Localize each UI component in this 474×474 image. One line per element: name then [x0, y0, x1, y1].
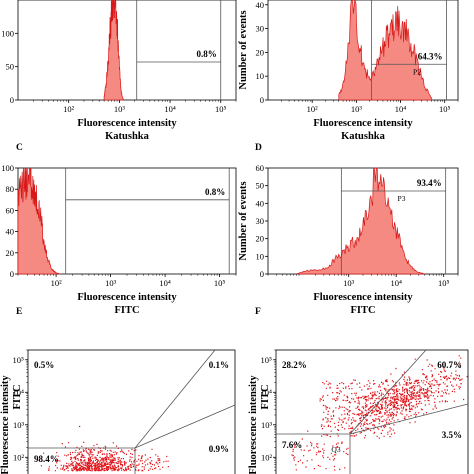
gate-percent-label: 0.8%	[205, 187, 225, 197]
quadrant-percent-lower-right: 0.9%	[209, 444, 229, 454]
x-tick-label: 10²	[63, 104, 75, 114]
plot-frame	[17, 0, 237, 101]
gate-percent-label: 0.8%	[196, 49, 216, 59]
y-tick-label: 20	[256, 234, 265, 244]
y-tick-label: 0	[260, 95, 264, 105]
y-axis-title: Fluorescence intensity	[248, 375, 259, 474]
y-tick-label: 50	[6, 62, 15, 72]
y-axis-title: Number of events	[238, 10, 249, 89]
x-axis-title: Fluorescence intensity	[77, 292, 177, 303]
histogram-panel-c: 0.8% 0 20 40 60 80 100 10² 10³ 10⁴ 10⁵ Fluorescence…	[1, 143, 237, 316]
histogram-panel-d: 93.4% P3 0 10 20 30 40 50 60 10³ 10⁴ 10⁵ Fluorescenc…	[238, 143, 459, 316]
histogram-series	[296, 167, 425, 275]
y-tick-label: 20	[256, 47, 265, 57]
y-tick-label: 80	[6, 184, 15, 194]
x-tick-label: 10⁴	[390, 278, 402, 288]
x-tick-label: 10²	[307, 104, 319, 114]
y-tick-label: 10	[256, 251, 265, 261]
gate-name-label: P3	[398, 194, 406, 203]
y-tick-label: 40	[256, 198, 265, 208]
y-tick-label: 60	[6, 205, 15, 215]
x-axis-title: Fluorescence intensity	[77, 118, 177, 129]
x-tick-label: 10⁵	[439, 104, 451, 114]
y-tick-label: 10	[256, 71, 265, 81]
x-axis-title: Fluorescence intensity	[313, 118, 413, 129]
y-tick-label: 10²	[261, 452, 273, 462]
x-tick-label: 10⁴	[159, 278, 171, 288]
quadrant-percent-lower-right: 3.5%	[442, 430, 462, 440]
panel-letter-d: D	[255, 143, 262, 153]
panel-letter-e: E	[16, 307, 22, 317]
panel-letter-f: F	[255, 307, 261, 317]
y-tick-label: 10³	[261, 420, 273, 430]
y-tick-label: 10²	[13, 452, 25, 462]
event-dots	[291, 355, 468, 471]
x-tick-label: 10⁴	[395, 104, 407, 114]
x-axis-subtitle: Katushka	[341, 131, 386, 142]
quadrant-percent-upper-right: 0.1%	[209, 360, 229, 370]
y-tick-label: 0	[10, 269, 14, 279]
histogram-series	[103, 0, 124, 101]
histogram-panel-b: 64.3% P2 0 10 20 30 40 10² 10³ 10⁴ 10⁵ Fluorescence…	[238, 0, 459, 142]
quadrant-diagonal-lower	[349, 403, 469, 435]
y-tick-label: 10⁵	[261, 355, 273, 365]
gate-name-label: P2	[413, 67, 421, 76]
histogram-series	[338, 0, 432, 101]
quadrant-diagonal-upper	[349, 349, 427, 435]
y-tick-label: 10³	[13, 420, 25, 430]
y-tick-label: 0	[260, 269, 264, 279]
plot-frame	[27, 349, 236, 474]
quadrant-name-label: Q3	[331, 445, 340, 454]
quadrant-diagonal-lower	[134, 404, 236, 449]
y-tick-label: 20	[6, 248, 15, 258]
plot-frame	[17, 167, 237, 275]
y-tick-label: 50	[256, 181, 265, 191]
scatter-panel-e: 0.5% 0.1% 98.4% 0.9% 10² 10³ 10⁴ 10⁵Fluorescenc…	[0, 307, 236, 474]
quadrant-percent-upper-left: 28.2%	[282, 360, 307, 370]
y-tick-label: 40	[256, 0, 265, 10]
x-axis-subtitle: FITC	[350, 305, 375, 316]
event-dots	[38, 425, 169, 472]
gate-percent-label: 64.3%	[418, 51, 443, 61]
gate-percent-label: 93.4%	[417, 178, 442, 188]
x-axis-subtitle: Katushka	[105, 131, 150, 142]
x-tick-label: 10³	[351, 104, 363, 114]
event-dot-cloud	[291, 355, 468, 471]
y-axis-subtitle: FITC	[260, 384, 271, 409]
quadrant-percent-upper-left: 0.5%	[34, 360, 54, 370]
y-axis-subtitle: FITC	[12, 384, 23, 409]
x-axis-subtitle: FITC	[114, 305, 139, 316]
y-axis-title: Number of events	[238, 181, 249, 260]
quadrant-percent-lower-left: 7.6%	[282, 440, 302, 450]
y-tick-label: 10⁵	[13, 355, 25, 365]
quadrant-diagonal-upper	[134, 349, 216, 449]
y-axis-title: Fluorescence intensity	[0, 375, 11, 474]
y-tick-label: 100	[1, 28, 14, 38]
y-tick-label: 0	[10, 95, 14, 105]
x-tick-label: 10⁵	[215, 104, 227, 114]
x-tick-label: 10⁵	[438, 278, 450, 288]
event-dot-cloud	[38, 425, 169, 472]
x-tick-label: 10⁵	[214, 278, 226, 288]
quadrant-percent-upper-right: 60.7%	[437, 360, 462, 370]
panel-letter-c: C	[16, 143, 23, 153]
x-axis-title: Fluorescence intensity	[313, 292, 413, 303]
quadrant-percent-lower-left: 98.4%	[34, 454, 59, 464]
x-tick-label: 10³	[343, 278, 355, 288]
y-tick-label: 10⁴	[13, 387, 25, 397]
y-tick-label: 60	[256, 163, 265, 173]
y-tick-label: 40	[6, 227, 15, 237]
x-tick-label: 10³	[105, 278, 117, 288]
x-tick-label: 10²	[51, 278, 63, 288]
x-tick-label: 10⁴	[164, 104, 176, 114]
x-tick-label: 10³	[114, 104, 126, 114]
scatter-panel-f: 28.2% 60.7% 7.6% Q3 3.5% 10² 10³ 10⁴ 10⁵Fluoresc…	[248, 307, 469, 474]
histogram-series	[17, 167, 61, 275]
y-tick-label: 10⁴	[261, 387, 273, 397]
y-tick-label: 100	[1, 163, 14, 173]
histogram-panel-a: 0.8% 0 50 100 10² 10³ 10⁴ 10⁵ Fluorescence inten…	[1, 0, 237, 142]
y-tick-label: 30	[256, 216, 265, 226]
y-tick-label: 30	[256, 24, 265, 34]
